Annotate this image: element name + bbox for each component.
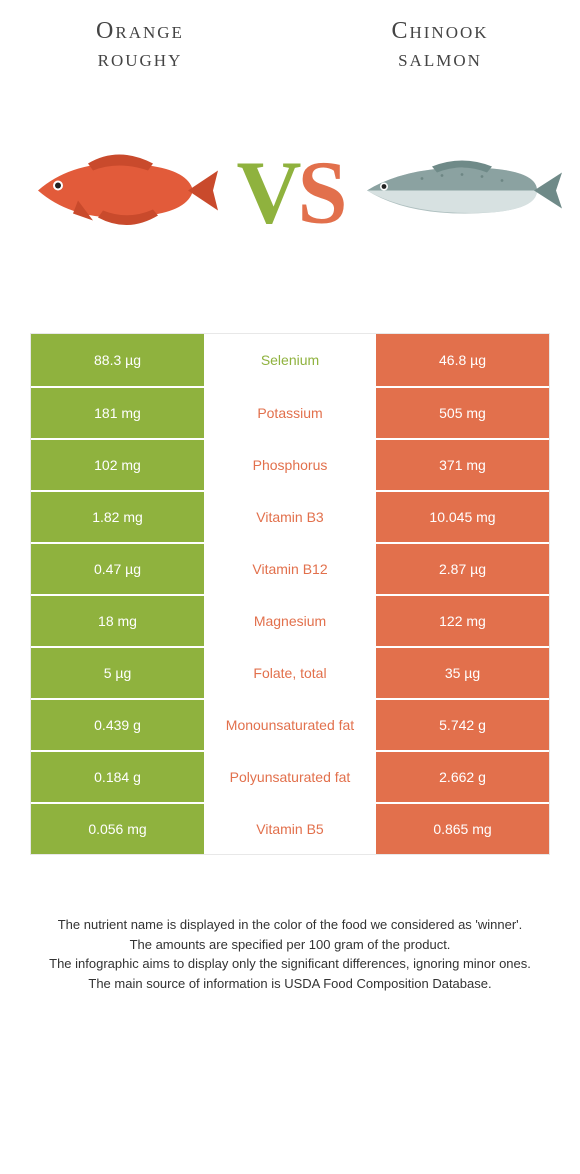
right-value: 505 mg xyxy=(376,388,549,438)
left-value: 0.439 g xyxy=(31,700,204,750)
table-row: 102 mgPhosphorus371 mg xyxy=(31,438,549,490)
hero-section: VS xyxy=(0,83,580,303)
nutrient-label: Potassium xyxy=(204,388,376,438)
table-row: 18 mgMagnesium122 mg xyxy=(31,594,549,646)
orange-roughy-illustration xyxy=(18,146,218,241)
footnote-2: The amounts are specified per 100 gram o… xyxy=(30,935,550,955)
table-row: 0.439 gMonounsaturated fat5.742 g xyxy=(31,698,549,750)
left-value: 0.184 g xyxy=(31,752,204,802)
right-value: 2.87 µg xyxy=(376,544,549,594)
right-value: 46.8 µg xyxy=(376,334,549,386)
table-row: 88.3 µgSelenium46.8 µg xyxy=(31,334,549,386)
nutrient-table: 88.3 µgSelenium46.8 µg181 mgPotassium505… xyxy=(30,333,550,855)
left-value: 18 mg xyxy=(31,596,204,646)
left-value: 181 mg xyxy=(31,388,204,438)
right-value: 122 mg xyxy=(376,596,549,646)
table-row: 0.184 gPolyunsaturated fat2.662 g xyxy=(31,750,549,802)
footnote-1: The nutrient name is displayed in the co… xyxy=(30,915,550,935)
left-value: 0.47 µg xyxy=(31,544,204,594)
left-value: 88.3 µg xyxy=(31,334,204,386)
left-value: 102 mg xyxy=(31,440,204,490)
nutrient-label: Selenium xyxy=(204,334,376,386)
table-row: 181 mgPotassium505 mg xyxy=(31,386,549,438)
table-row: 5 µgFolate, total35 µg xyxy=(31,646,549,698)
right-food-title: Chinook salmon xyxy=(340,18,540,73)
right-value: 371 mg xyxy=(376,440,549,490)
left-value: 1.82 mg xyxy=(31,492,204,542)
nutrient-label: Phosphorus xyxy=(204,440,376,490)
nutrient-label: Vitamin B12 xyxy=(204,544,376,594)
left-food-title-line2: roughy xyxy=(98,46,183,72)
right-value: 5.742 g xyxy=(376,700,549,750)
nutrient-label: Vitamin B3 xyxy=(204,492,376,542)
right-value: 2.662 g xyxy=(376,752,549,802)
vs-text: VS xyxy=(236,142,343,245)
footnotes: The nutrient name is displayed in the co… xyxy=(30,915,550,993)
table-row: 0.056 mgVitamin B50.865 mg xyxy=(31,802,549,854)
footnote-4: The main source of information is USDA F… xyxy=(30,974,550,994)
left-food-title: Orange roughy xyxy=(40,18,240,73)
table-row: 1.82 mgVitamin B310.045 mg xyxy=(31,490,549,542)
nutrient-label: Folate, total xyxy=(204,648,376,698)
nutrient-label: Magnesium xyxy=(204,596,376,646)
header: Orange roughy Chinook salmon xyxy=(0,0,580,73)
nutrient-label: Monounsaturated fat xyxy=(204,700,376,750)
left-value: 0.056 mg xyxy=(31,804,204,854)
right-value: 35 µg xyxy=(376,648,549,698)
vs-v: V xyxy=(236,144,297,243)
right-food-title-line1: Chinook xyxy=(391,18,488,44)
right-value: 0.865 mg xyxy=(376,804,549,854)
left-value: 5 µg xyxy=(31,648,204,698)
nutrient-label: Vitamin B5 xyxy=(204,804,376,854)
table-row: 0.47 µgVitamin B122.87 µg xyxy=(31,542,549,594)
right-value: 10.045 mg xyxy=(376,492,549,542)
vs-s: S xyxy=(297,144,343,243)
left-food-title-line1: Orange xyxy=(96,18,184,44)
right-food-title-line2: salmon xyxy=(398,46,482,72)
nutrient-label: Polyunsaturated fat xyxy=(204,752,376,802)
chinook-salmon-illustration xyxy=(352,151,562,236)
footnote-3: The infographic aims to display only the… xyxy=(30,954,550,974)
